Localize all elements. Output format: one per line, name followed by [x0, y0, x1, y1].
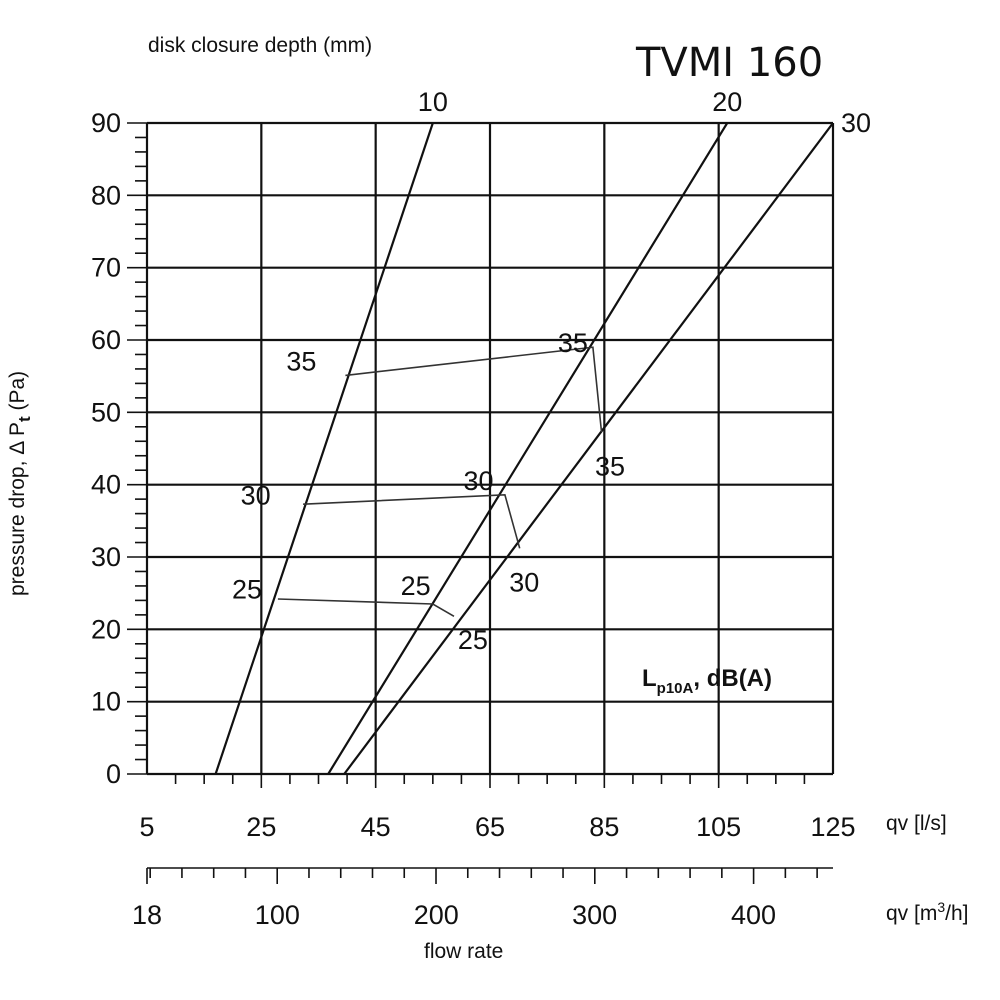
x-axis-tick-labels: 5 25 45 65 85 105 125 — [139, 812, 855, 842]
y-tick-label: 30 — [91, 542, 121, 572]
noise-unit-label: Lp10A, dB(A) — [642, 665, 772, 697]
noise-line-label: 25 — [232, 575, 262, 605]
closure-depth-lines: 10 20 30 — [214, 87, 871, 775]
y-axis-title: pressure drop, Δ Pt (Pa) — [6, 371, 34, 596]
closure-line-30 — [343, 122, 834, 775]
y-tick-label: 50 — [91, 397, 121, 427]
closure-line-label: 10 — [418, 87, 448, 117]
y-tick-label: 0 — [106, 759, 121, 789]
noise-level-lines: 25 25 25 30 30 30 35 35 35 — [232, 328, 625, 655]
y-tick-label: 70 — [91, 253, 121, 283]
y-tick-label: 80 — [91, 180, 121, 210]
closure-line-10 — [214, 122, 434, 775]
x-tick-label: 65 — [475, 812, 505, 842]
noise-line-label: 30 — [509, 567, 539, 597]
secondary-x-axis: 18 100 200 300 400 — [132, 867, 833, 930]
x2-axis-unit: qv [m3/h] — [886, 899, 969, 925]
x-tick-label: 5 — [139, 812, 154, 842]
top-axis-title: disk closure depth (mm) — [148, 34, 372, 57]
grid — [145, 121, 835, 776]
x-tick-label: 105 — [696, 812, 741, 842]
y-tick-label: 20 — [91, 614, 121, 644]
x-axis-unit: qv [l/s] — [886, 812, 947, 835]
closure-line-20 — [327, 122, 729, 775]
x2-tick-label: 18 — [132, 900, 162, 930]
noise-line-label: 35 — [286, 347, 316, 377]
x2-tick-label: 100 — [255, 900, 300, 930]
noise-line-label: 35 — [595, 452, 625, 482]
y-axis-minor-ticks — [127, 122, 806, 788]
x-tick-label: 125 — [810, 812, 855, 842]
y-tick-label: 10 — [91, 687, 121, 717]
chart-title: TVMI 160 — [635, 40, 823, 86]
y-axis-tick-labels: 0 10 20 30 40 50 60 70 80 90 — [91, 108, 121, 789]
y-tick-label: 40 — [91, 470, 121, 500]
noise-line — [303, 493, 521, 549]
y-tick-label: 60 — [91, 325, 121, 355]
noise-line-label: 30 — [464, 466, 494, 496]
closure-line-label: 30 — [841, 108, 871, 138]
noise-line — [345, 346, 603, 432]
x2-tick-label: 400 — [731, 900, 776, 930]
x2-tick-label: 300 — [572, 900, 617, 930]
x2-tick-label: 200 — [414, 900, 459, 930]
noise-line-label: 25 — [401, 571, 431, 601]
x-tick-label: 85 — [589, 812, 619, 842]
noise-line-label: 25 — [458, 625, 488, 655]
x-tick-label: 25 — [246, 812, 276, 842]
noise-line — [277, 598, 455, 617]
x-axis-title: flow rate — [424, 940, 503, 963]
noise-line-label: 35 — [558, 328, 588, 358]
noise-line-label: 30 — [241, 481, 271, 511]
y-tick-label: 90 — [91, 108, 121, 138]
closure-line-label: 20 — [712, 87, 742, 117]
x-tick-label: 45 — [361, 812, 391, 842]
